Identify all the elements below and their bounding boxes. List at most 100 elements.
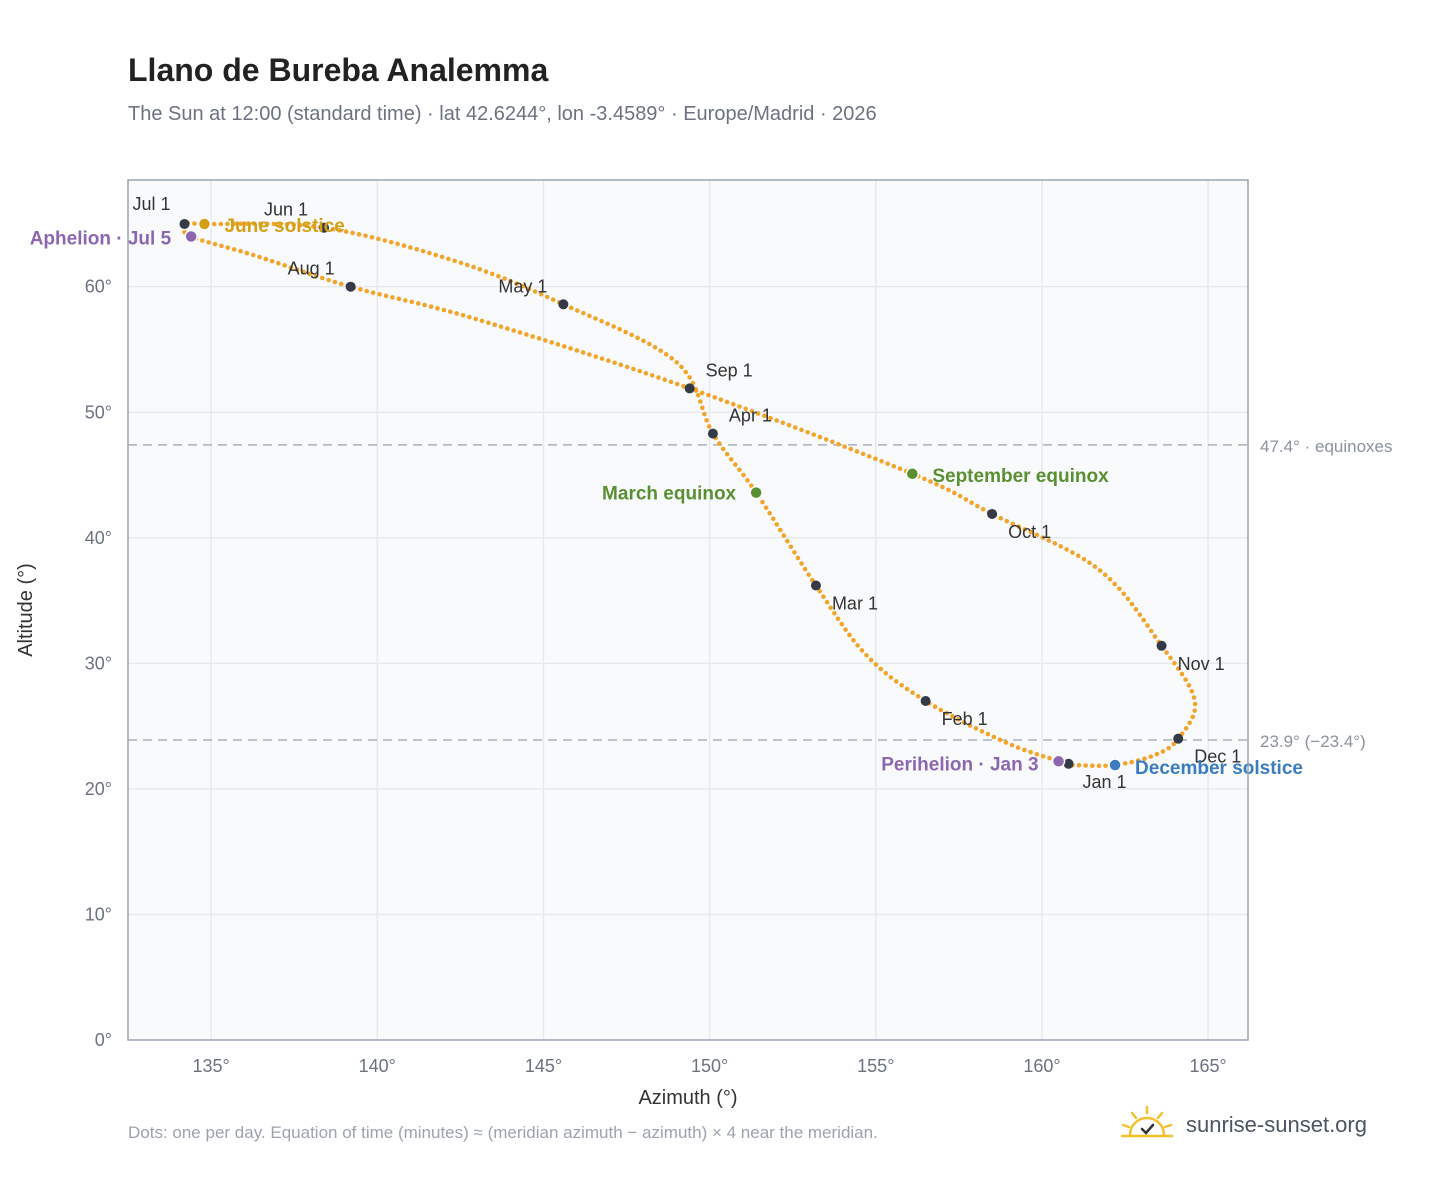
- daily-position-dot: [998, 515, 1004, 521]
- daily-position-dot: [599, 318, 604, 324]
- month-label: Oct 1: [1008, 522, 1051, 542]
- daily-position-dot: [755, 411, 761, 416]
- daily-position-dot: [855, 643, 860, 648]
- daily-position-dot: [278, 221, 283, 227]
- daily-position-dot: [1137, 612, 1143, 618]
- daily-position-dot: [893, 679, 899, 684]
- x-tick-label: 165°: [1190, 1056, 1227, 1076]
- daily-position-dot: [1107, 577, 1113, 582]
- daily-position-dot: [1076, 762, 1082, 768]
- daily-position-dot: [1148, 754, 1154, 759]
- daily-position-dot: [749, 483, 754, 488]
- daily-position-dot: [452, 258, 458, 264]
- daily-position-dot: [674, 381, 680, 387]
- daily-position-dot: [1129, 759, 1135, 765]
- event-label: December solstice: [1135, 758, 1303, 779]
- daily-position-dot: [471, 264, 476, 270]
- daily-position-dot: [244, 250, 250, 256]
- brand-logo[interactable]: sunrise-sunset.org: [1118, 1100, 1367, 1150]
- daily-position-dot: [687, 375, 692, 380]
- daily-position-dot: [802, 566, 808, 572]
- daily-position-dot: [343, 229, 349, 234]
- daily-position-dot: [530, 334, 535, 339]
- daily-position-dot: [269, 258, 275, 264]
- daily-position-dot: [460, 312, 466, 318]
- daily-position-dot: [1089, 763, 1095, 769]
- daily-position-dot: [486, 320, 491, 326]
- month-label: May 1: [498, 276, 547, 296]
- daily-position-dot: [294, 267, 300, 272]
- daily-position-dot: [745, 478, 750, 483]
- daily-position-dot: [910, 690, 915, 696]
- daily-position-dot: [427, 250, 432, 256]
- month-marker: [558, 299, 569, 310]
- daily-position-dot: [330, 226, 336, 232]
- daily-position-dot: [505, 326, 510, 331]
- daily-position-dot: [805, 429, 810, 435]
- daily-position-dot: [792, 550, 797, 555]
- daily-position-dot: [848, 446, 854, 452]
- daily-position-dot: [1083, 763, 1088, 768]
- daily-position-dot: [555, 342, 561, 347]
- daily-position-dot: [624, 364, 630, 370]
- event-marker: [1051, 754, 1066, 769]
- daily-position-dot: [1117, 586, 1122, 592]
- daily-position-dot: [693, 388, 699, 393]
- daily-position-dot: [1004, 518, 1010, 524]
- daily-position-dot: [231, 247, 237, 252]
- daily-position-dot: [652, 344, 658, 350]
- daily-position-dot: [517, 330, 523, 335]
- daily-position-dot: [1087, 560, 1092, 566]
- daily-position-dot: [768, 415, 773, 421]
- daily-position-dot: [1047, 755, 1052, 761]
- daily-position-dot: [786, 422, 792, 428]
- daily-position-dot: [1009, 742, 1015, 748]
- daily-position-dot: [1191, 695, 1197, 700]
- daily-position-dot: [938, 707, 944, 713]
- month-label: Mar 1: [832, 594, 878, 614]
- daily-position-dot: [211, 221, 217, 227]
- daily-position-dot: [388, 239, 394, 245]
- daily-position-dot: [821, 594, 826, 599]
- daily-position-dot: [370, 290, 376, 296]
- daily-position-dot: [961, 720, 967, 725]
- y-tick-label: 20°: [85, 779, 112, 799]
- daily-position-dot: [891, 463, 897, 469]
- daily-position-dot: [991, 734, 997, 740]
- daily-position-dot: [332, 279, 338, 285]
- daily-position-dot: [864, 652, 869, 658]
- daily-position-dot: [780, 420, 786, 426]
- daily-position-dot: [263, 256, 269, 262]
- daily-position-dot: [700, 405, 705, 411]
- daily-position-dot: [697, 399, 703, 404]
- daily-position-dot: [264, 221, 270, 227]
- daily-position-dot: [879, 458, 884, 464]
- daily-position-dot: [975, 503, 980, 509]
- daily-position-dot: [955, 717, 961, 722]
- daily-position-dot: [885, 461, 890, 467]
- daily-position-dot: [568, 346, 573, 351]
- plot-frame: [127, 179, 1249, 1041]
- daily-position-dot: [1046, 538, 1052, 543]
- daily-position-dot: [1064, 547, 1069, 552]
- daily-position-dot: [760, 499, 765, 505]
- daily-position-dot: [683, 369, 689, 375]
- daily-position-dot: [873, 662, 879, 667]
- daily-position-dot: [839, 621, 845, 627]
- daily-position-dot: [1058, 544, 1064, 549]
- daily-position-dot: [770, 516, 776, 522]
- daily-position-dot: [192, 221, 197, 226]
- daily-position-dot: [637, 368, 643, 374]
- daily-position-dot: [291, 222, 296, 228]
- event-marker: [905, 467, 920, 481]
- daily-position-dot: [1096, 763, 1102, 769]
- daily-position-dot: [428, 304, 434, 309]
- daily-position-dot: [415, 301, 421, 306]
- event-label: March equinox: [602, 484, 737, 505]
- daily-position-dot: [737, 404, 742, 409]
- daily-position-dot: [276, 260, 281, 266]
- chart-title: Llano de Bureba Analemma: [128, 52, 549, 88]
- daily-position-dot: [574, 348, 580, 353]
- daily-position-dot: [1183, 677, 1188, 682]
- daily-position-dot: [897, 466, 903, 471]
